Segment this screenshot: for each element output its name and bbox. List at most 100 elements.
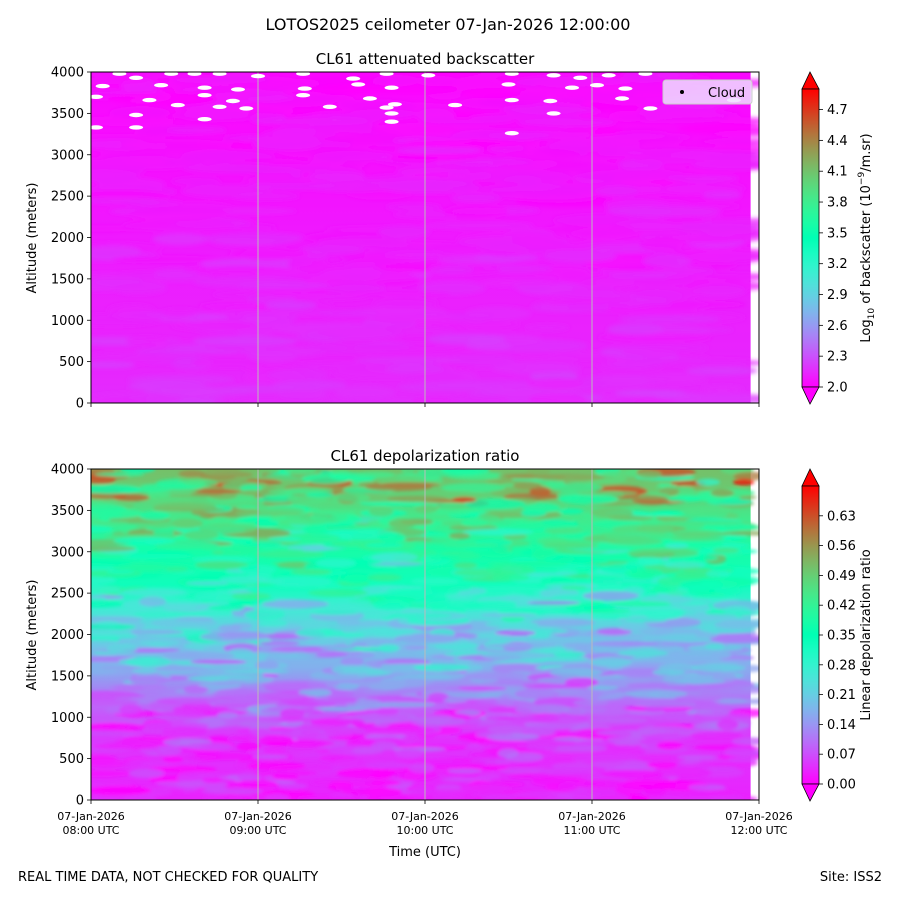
cloud-point (615, 96, 630, 101)
backscatter-colorbar-extend-min (801, 386, 820, 405)
y-tick-label: 1000 (51, 711, 84, 726)
cloud-point (197, 117, 212, 122)
cloud-point (239, 106, 254, 111)
cloud-point (212, 104, 227, 110)
depolarization-title: CL61 depolarization ratio (331, 447, 520, 465)
y-tick-label: 2500 (51, 190, 84, 205)
y-tick-label: 0 (76, 794, 84, 809)
colorbar-tick-label: 2.9 (827, 288, 848, 303)
y-tick-label: 4000 (51, 463, 84, 478)
x-tick-label: 11:00 UTC (563, 824, 620, 837)
footer-quality-note: REAL TIME DATA, NOT CHECKED FOR QUALITY (18, 870, 319, 885)
colorbar-tick-label: 4.1 (827, 165, 848, 180)
cloud-point (590, 83, 604, 88)
backscatter-colorbar-extend-max (801, 71, 820, 90)
cloud-point (565, 85, 579, 90)
colorbar-tick-label: 3.5 (827, 226, 848, 241)
cloud-point (212, 72, 227, 76)
cloud-points (91, 72, 741, 136)
y-tick-label: 1500 (51, 669, 84, 684)
backscatter-y-label: Altitude (meters) (25, 183, 40, 294)
cloud-legend-label: Cloud (708, 86, 745, 101)
depolarization-x-label: Time (UTC) (388, 845, 461, 860)
cloud-point (297, 86, 312, 91)
footer-site: Site: ISS2 (819, 870, 882, 885)
cloud-point (95, 83, 110, 89)
depolarization-y-label: Altitude (meters) (25, 580, 40, 691)
x-tick-label: 08:00 UTC (62, 824, 119, 837)
depolarization-panel: CL61 depolarization ratio 0 500 1000 1500 20… (25, 447, 874, 860)
cloud-point (504, 72, 519, 76)
y-tick-label: 500 (59, 355, 84, 370)
x-tick-label: 07-Jan-2026 (224, 810, 292, 823)
cloud-point (91, 94, 103, 99)
depolarization-colorbar-body (801, 485, 820, 785)
colorbar-tick-label: 0.42 (827, 599, 856, 614)
cloud-point (197, 93, 212, 98)
x-tick-label: 09:00 UTC (229, 824, 286, 837)
cloud-point (164, 72, 179, 76)
cloud-point (384, 111, 399, 116)
backscatter-y-axis: 0 500 1000 1500 2000 2500 3000 3500 4000 (51, 66, 91, 412)
y-tick-label: 4000 (51, 66, 84, 81)
cloud-legend: Cloud (662, 79, 753, 105)
colorbar-tick-label: 0.49 (827, 569, 856, 584)
cloud-point (187, 72, 202, 76)
x-tick-label: 07-Jan-2026 (391, 810, 459, 823)
x-tick-label: 07-Jan-2026 (725, 810, 793, 823)
cloud-point (142, 97, 157, 103)
cloud-point (296, 93, 311, 98)
colorbar-tick-label: 0.28 (827, 658, 856, 673)
depolarization-colorbar-extend-max (801, 468, 820, 487)
x-tick-label: 10:00 UTC (396, 824, 453, 837)
depolarization-colorbar-extend-min (801, 783, 820, 802)
cloud-point (322, 104, 337, 110)
cloud-point (296, 72, 311, 76)
cloud-point (197, 85, 212, 90)
cloud-point (384, 119, 399, 124)
cloud-point (379, 105, 394, 110)
colorbar-tick-label: 0.35 (827, 629, 856, 644)
y-tick-label: 3500 (51, 504, 84, 519)
y-tick-label: 3500 (51, 107, 84, 122)
cloud-point (251, 73, 265, 79)
colorbar-tick-label: 3.2 (827, 257, 848, 272)
x-tick-label: 07-Jan-2026 (558, 810, 626, 823)
cloud-point (421, 73, 436, 78)
figure-suptitle: LOTOS2025 ceilometer 07-Jan-2026 12:00:0… (266, 15, 631, 34)
colorbar-tick-label: 0.14 (827, 718, 856, 733)
colorbar-tick-label: 2.6 (827, 319, 848, 334)
cloud-point (543, 98, 558, 104)
colorbar-tick-label: 2.3 (827, 350, 848, 365)
cloud-point (618, 86, 633, 91)
cloud-point (379, 72, 394, 76)
cloud-point (546, 73, 561, 78)
depolarization-y-axis: 0 500 1000 1500 2000 2500 3000 3500 4000 (51, 463, 91, 809)
cloud-point (112, 72, 127, 76)
colorbar-tick-label: 3.8 (827, 196, 848, 211)
cloud-point (362, 96, 377, 101)
depolarization-texture (91, 469, 759, 800)
cloud-point (448, 102, 463, 108)
cloud-point (638, 72, 653, 76)
colorbar-tick-label: 0.56 (827, 539, 856, 554)
cloud-point (504, 131, 519, 136)
depolarization-colorbar: 0.00 0.07 0.14 0.21 0.28 0.35 0.42 0.49 0.56 0.63… (801, 468, 874, 802)
backscatter-colorbar: 2.0 2.3 2.6 2.9 3.2 3.5 3.8 4.1 4.4 4.7 Log10 of … (801, 71, 877, 405)
y-tick-label: 1000 (51, 314, 84, 329)
cloud-point (129, 112, 144, 118)
backscatter-time-gridlines (257, 72, 593, 403)
backscatter-colorbar-body (801, 88, 820, 388)
colorbar-tick-label: 0.00 (827, 778, 856, 793)
cloud-point (154, 83, 169, 88)
cloud-point (601, 73, 616, 78)
colorbar-tick-label: 0.21 (827, 688, 856, 703)
colorbar-tick-label: 2.0 (827, 381, 848, 396)
y-tick-label: 500 (59, 752, 84, 767)
cloud-legend-marker (680, 90, 684, 94)
colorbar-tick-label: 0.07 (827, 748, 856, 763)
y-tick-label: 0 (76, 397, 84, 412)
backscatter-title: CL61 attenuated backscatter (316, 50, 535, 68)
